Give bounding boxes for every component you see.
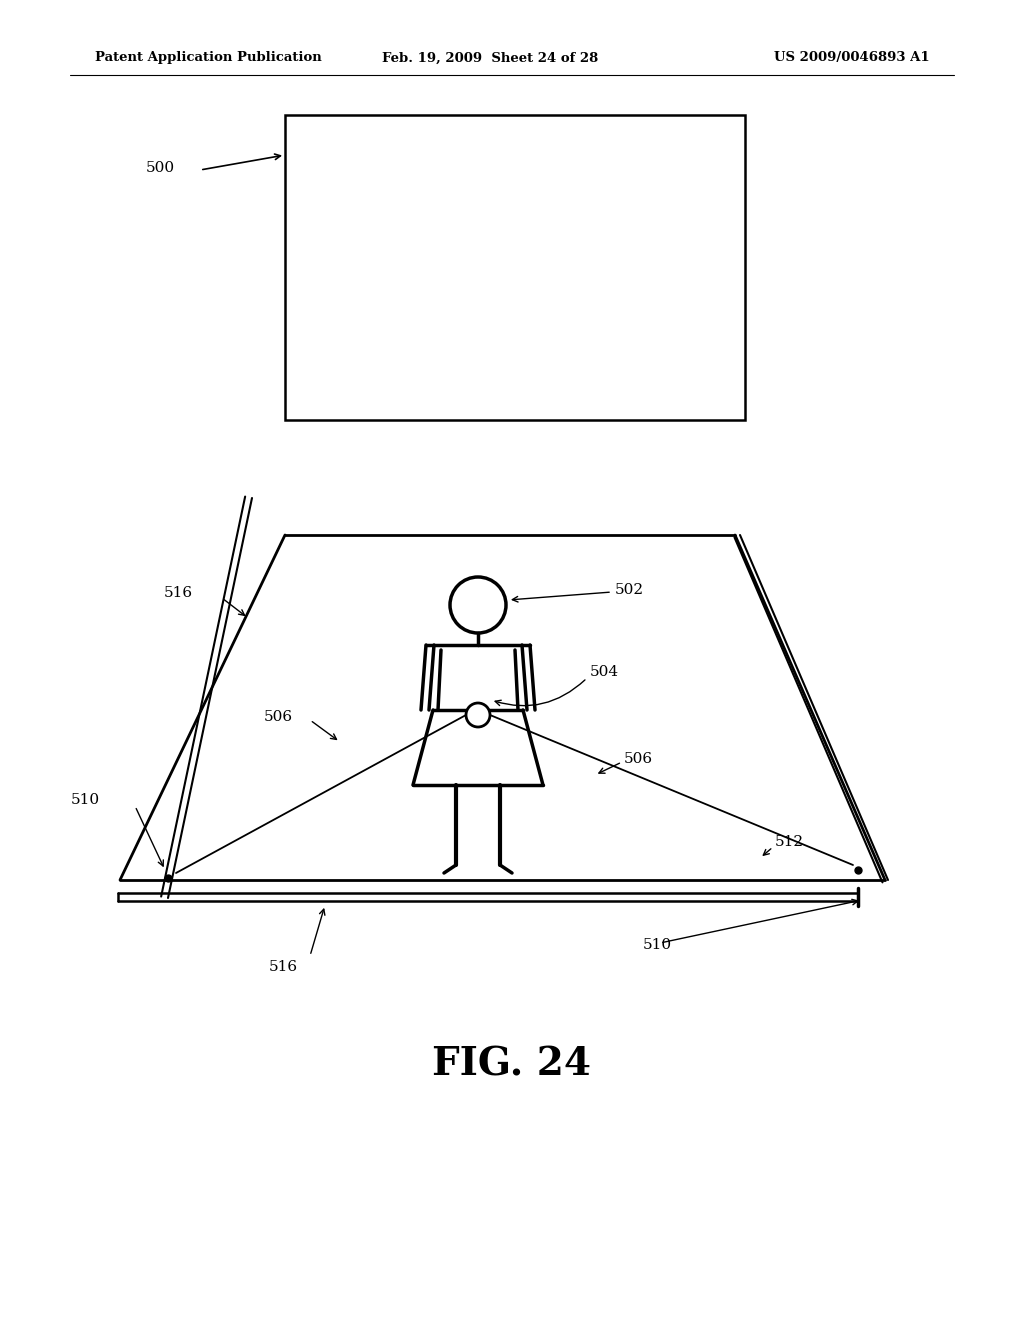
Circle shape: [466, 704, 490, 727]
Text: 502: 502: [615, 583, 644, 597]
Text: 506: 506: [624, 752, 653, 766]
Text: 500: 500: [145, 161, 175, 176]
Text: FIG. 24: FIG. 24: [432, 1045, 592, 1084]
Text: US 2009/0046893 A1: US 2009/0046893 A1: [774, 51, 930, 65]
Text: 516: 516: [164, 586, 193, 601]
Text: 516: 516: [268, 960, 298, 974]
Text: 510: 510: [71, 793, 100, 807]
Text: Feb. 19, 2009  Sheet 24 of 28: Feb. 19, 2009 Sheet 24 of 28: [382, 51, 598, 65]
Text: 504: 504: [590, 665, 620, 678]
Text: 506: 506: [264, 710, 293, 723]
Text: 512: 512: [775, 836, 804, 849]
Bar: [285, 115, 745, 420]
Text: Patent Application Publication: Patent Application Publication: [95, 51, 322, 65]
Text: 510: 510: [643, 939, 672, 952]
